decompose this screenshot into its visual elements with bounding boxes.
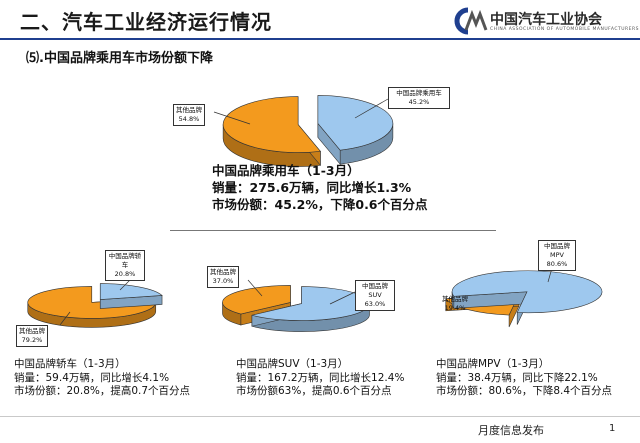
sedan-info: 中国品牌轿车（1-3月） 销量：59.4万辆，同比增长4.1% 市场份额：20.… — [14, 358, 190, 399]
sedan-pie-slice-own — [99, 283, 163, 309]
main-other-label-name: 其他品牌 — [176, 106, 202, 114]
sedan-other-label-name: 其他品牌 — [19, 327, 45, 335]
main-own-label-name: 中国品牌乘用车 — [396, 89, 442, 97]
sedan-other-leader — [59, 311, 71, 326]
mpv-info: 中国品牌MPV（1-3月） 销量：38.4万辆，同比下降22.1% 市场份额：8… — [436, 358, 612, 399]
logo-subtext: CHINA ASSOCIATION OF AUTOMOBILE MANUFACT… — [490, 27, 639, 32]
main-own-leader — [354, 98, 389, 119]
mpv-other-label: 其他品牌 19.4% — [440, 294, 470, 314]
sedan-own-label-value: 20.8% — [114, 270, 136, 278]
header-rule — [0, 38, 640, 40]
main-other-label: 其他品牌 54.8% — [173, 104, 205, 126]
suv-other-leader — [247, 279, 263, 297]
main-chart-sales: 销量：275.6万辆，同比增长1.3% — [212, 180, 412, 195]
main-pie-slice-other — [222, 96, 321, 167]
mpv-info-sales: 销量：38.4万辆，同比下降22.1% — [436, 371, 598, 384]
suv-info-share: 市场份额63%，提高0.6个百分点 — [236, 385, 392, 397]
suv-other-label-name: 其他品牌 — [210, 268, 236, 276]
mpv-pie-slice-own — [451, 270, 603, 325]
suv-own-leader — [329, 291, 356, 305]
sedan-own-label-name: 中国品牌轿车 — [108, 252, 142, 269]
sedan-info-share: 市场份额：20.8%，提高0.7个百分点 — [14, 385, 191, 397]
main-pie-slice-own — [317, 95, 394, 166]
main-chart-info: 中国品牌乘用车（1-3月） 销量：275.6万辆，同比增长1.3% 市场份额：4… — [212, 162, 428, 213]
mpv-other-label-value: 19.4% — [444, 304, 466, 312]
mpv-own-label: 中国品牌MPV 80.6% — [538, 240, 576, 271]
section-divider — [170, 230, 496, 231]
suv-pie-slice-own — [251, 286, 370, 332]
section-subtitle: ⑸.中国品牌乘用车市场份额下降 — [26, 51, 213, 66]
sedan-info-title: 中国品牌轿车（1-3月） — [14, 358, 126, 370]
main-own-label-value: 45.2% — [408, 98, 430, 106]
suv-own-label-name: 中国品牌SUV — [362, 282, 388, 299]
sedan-info-sales: 销量：59.4万辆，同比增长4.1% — [14, 371, 170, 384]
footer-text: 月度信息发布 — [478, 424, 544, 437]
mpv-own-label-name: 中国品牌MPV — [544, 242, 570, 259]
sedan-other-label-value: 79.2% — [21, 336, 43, 344]
mpv-info-share: 市场份额：80.6%，下降8.4个百分点 — [436, 385, 613, 397]
suv-other-label-value: 37.0% — [212, 277, 234, 285]
main-chart-title: 中国品牌乘用车（1-3月） — [212, 163, 360, 178]
page-number: 1 — [609, 423, 616, 434]
mpv-own-label-value: 80.6% — [546, 260, 568, 268]
suv-own-label-value: 63.0% — [364, 300, 386, 308]
mpv-info-title: 中国品牌MPV（1-3月） — [436, 358, 550, 370]
suv-info-sales: 销量：167.2万辆，同比增长12.4% — [236, 371, 405, 384]
suv-info: 中国品牌SUV（1-3月） 销量：167.2万辆，同比增长12.4% 市场份额6… — [236, 358, 404, 399]
suv-info-title: 中国品牌SUV（1-3月） — [236, 358, 349, 370]
footer-rule — [0, 416, 640, 417]
main-other-leader — [213, 111, 251, 125]
logo-text: 中国汽车工业协会 — [490, 12, 602, 28]
page-title: 二、汽车工业经济运行情况 — [20, 10, 272, 34]
caam-logo-icon — [454, 7, 488, 35]
main-other-label-value: 54.8% — [178, 115, 200, 123]
main-chart-share: 市场份额：45.2%，下降0.6个百分点 — [212, 197, 428, 212]
sedan-own-label: 中国品牌轿车 20.8% — [105, 250, 145, 281]
sedan-other-label: 其他品牌 79.2% — [16, 325, 48, 347]
suv-other-label: 其他品牌 37.0% — [207, 266, 239, 288]
suv-own-label: 中国品牌SUV 63.0% — [355, 280, 395, 311]
logo: 中国汽车工业协会 CHINA ASSOCIATION OF AUTOMOBILE… — [452, 6, 638, 38]
mpv-other-label-name: 其他品牌 — [442, 295, 468, 303]
main-own-label: 中国品牌乘用车 45.2% — [388, 87, 450, 109]
